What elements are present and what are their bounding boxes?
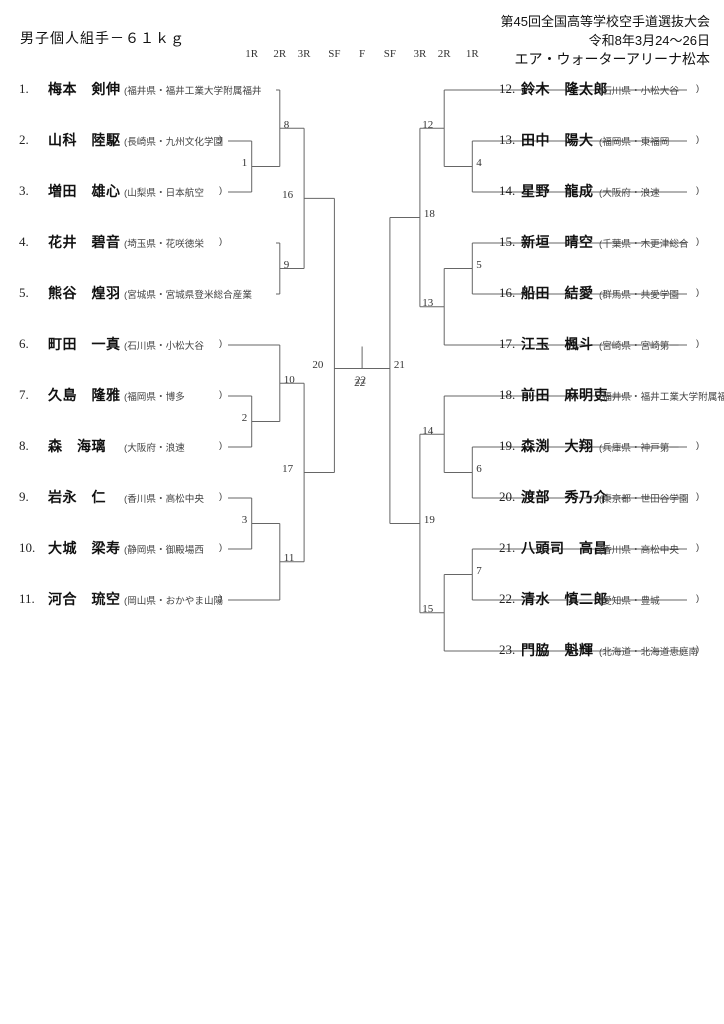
svg-text:19: 19 — [424, 514, 436, 526]
svg-text:12: 12 — [422, 119, 433, 131]
svg-text:11: 11 — [284, 552, 295, 564]
svg-text:10: 10 — [284, 374, 296, 386]
svg-text:3: 3 — [242, 514, 248, 526]
svg-text:16: 16 — [282, 189, 294, 201]
svg-text:22: 22 — [355, 375, 366, 387]
svg-text:18: 18 — [424, 208, 436, 220]
svg-text:7: 7 — [476, 565, 482, 577]
svg-text:15: 15 — [422, 603, 434, 615]
svg-text:13: 13 — [422, 297, 434, 309]
svg-text:21: 21 — [394, 359, 405, 371]
svg-text:2: 2 — [242, 412, 248, 424]
svg-text:5: 5 — [476, 259, 482, 271]
svg-text:20: 20 — [312, 359, 324, 371]
svg-text:8: 8 — [284, 119, 290, 131]
svg-text:14: 14 — [422, 425, 434, 437]
svg-text:1: 1 — [242, 157, 248, 169]
svg-text:17: 17 — [282, 463, 294, 475]
svg-text:9: 9 — [284, 259, 290, 271]
svg-text:6: 6 — [476, 463, 482, 475]
svg-text:4: 4 — [476, 157, 482, 169]
